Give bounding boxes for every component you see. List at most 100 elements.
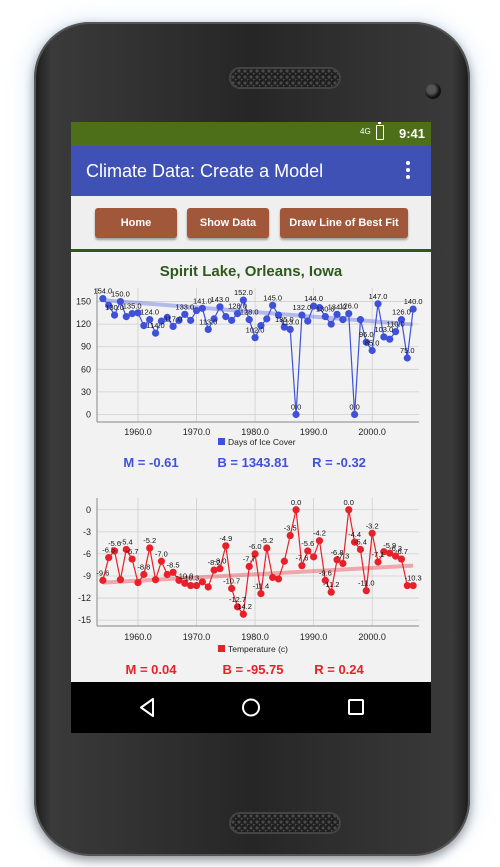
data-label: 124.0 xyxy=(140,308,159,317)
best-fit-button[interactable]: Draw Line of Best Fit xyxy=(280,208,408,238)
data-point xyxy=(163,570,171,579)
data-point xyxy=(110,311,119,319)
android-nav-bar xyxy=(71,682,431,733)
data-point xyxy=(274,311,283,319)
legend-label: Temperature (c) xyxy=(228,644,288,654)
data-point xyxy=(245,562,253,571)
data-label: 143.0 xyxy=(211,295,230,304)
data-label: 75.0 xyxy=(400,346,415,355)
data-label: 150.0 xyxy=(111,290,130,299)
data-label: 85.0 xyxy=(365,338,380,347)
chart-2: 0 -3 -6 -9 -12 -15 1960.0 1970.0 1980.0 1990.0 200… xyxy=(78,498,422,677)
data-point xyxy=(175,316,183,324)
data-point xyxy=(263,544,271,552)
data-label: -4.2 xyxy=(313,529,326,538)
data-point xyxy=(397,555,406,563)
data-point xyxy=(163,313,171,321)
data-label: -10.3 xyxy=(405,574,422,583)
data-label: -7.6 xyxy=(295,554,308,563)
x-tick-label: 2000.0 xyxy=(358,427,386,437)
data-point xyxy=(99,294,107,303)
data-label: -6.8 xyxy=(331,548,344,557)
data-label: -12.7 xyxy=(229,595,246,604)
data-label: 130.0 xyxy=(316,305,335,314)
data-point xyxy=(233,309,242,318)
y-tick-label: -12 xyxy=(78,593,91,603)
data-point xyxy=(251,550,259,558)
x-tick-label: 2000.0 xyxy=(358,632,386,642)
data-point xyxy=(403,354,411,362)
data-point xyxy=(239,296,247,304)
back-icon[interactable] xyxy=(140,698,154,717)
data-point xyxy=(321,576,329,584)
data-label: 152.0 xyxy=(234,288,253,297)
y-tick-label: -3 xyxy=(83,527,91,537)
legend-label: Days of Ice Cover xyxy=(228,437,296,447)
data-label: 114.0 xyxy=(146,321,164,330)
data-label: -6.3 xyxy=(389,544,402,553)
data-label: -9.6 xyxy=(319,568,332,577)
data-label: 113.0 xyxy=(281,317,299,326)
y-tick-label: -15 xyxy=(78,615,91,625)
overflow-menu-icon[interactable] xyxy=(404,161,412,181)
show-data-button[interactable]: Show Data xyxy=(187,208,269,238)
app-title: Climate Data: Create a Model xyxy=(86,161,324,181)
data-label: -8.8 xyxy=(137,563,150,572)
data-point xyxy=(228,584,236,593)
data-point xyxy=(204,583,212,591)
x-tick-label: 1980.0 xyxy=(241,632,269,642)
data-point xyxy=(222,542,230,550)
data-point xyxy=(368,346,376,355)
data-label: 132.0 xyxy=(293,303,312,312)
data-label: 140.0 xyxy=(404,297,423,306)
data-point xyxy=(210,566,218,574)
data-label: -10.3 xyxy=(182,574,199,583)
data-point xyxy=(157,557,165,565)
data-label: -8.2 xyxy=(208,558,221,567)
home-button[interactable]: Home xyxy=(95,208,177,238)
data-point xyxy=(140,570,148,579)
x-tick-label: 1990.0 xyxy=(300,632,328,642)
data-point xyxy=(298,562,306,570)
data-point xyxy=(298,311,306,319)
data-point xyxy=(187,581,195,590)
y-tick-label: -6 xyxy=(83,549,91,559)
home-icon[interactable] xyxy=(242,698,260,717)
data-point xyxy=(339,559,347,568)
data-point xyxy=(327,320,335,328)
intercept-stat: B = -95.75 xyxy=(222,662,283,677)
y-tick-label: -9 xyxy=(83,571,91,581)
data-point xyxy=(321,313,329,321)
data-point xyxy=(239,610,247,618)
correlation-stat: R = 0.24 xyxy=(314,662,364,677)
data-point xyxy=(386,335,394,343)
data-label: 0.0 xyxy=(291,402,301,411)
data-label: 113.0 xyxy=(199,317,217,326)
x-tick-label: 1970.0 xyxy=(183,632,211,642)
data-label: -8.5 xyxy=(167,560,180,569)
recents-icon[interactable] xyxy=(348,699,364,715)
battery-icon xyxy=(376,122,384,140)
data-label: -5.6 xyxy=(108,539,121,548)
data-label: -11.0 xyxy=(358,579,375,588)
data-point xyxy=(187,316,195,324)
data-point xyxy=(122,545,130,554)
data-point xyxy=(403,581,411,590)
data-point xyxy=(128,309,136,318)
app-bar: Climate Data: Create a Model xyxy=(71,146,431,196)
data-label: -5.4 xyxy=(354,537,367,546)
intercept-stat: B = 1343.81 xyxy=(217,455,288,470)
data-point xyxy=(210,315,218,323)
data-label: 102.0 xyxy=(246,326,265,335)
location-title: Spirit Lake, Orleans, Iowa xyxy=(160,263,343,280)
data-point xyxy=(228,316,236,324)
earpiece-speaker xyxy=(229,67,341,89)
data-point xyxy=(204,325,212,334)
nav-buttons xyxy=(140,698,364,717)
data-label: 110.0 xyxy=(386,320,404,329)
slope-stat: M = -0.61 xyxy=(123,455,178,470)
phone-screen: 4G 9:41 Climate Data: Create a Model Hom… xyxy=(71,122,431,733)
data-point xyxy=(263,315,271,323)
data-point xyxy=(391,328,400,336)
data-point xyxy=(292,506,300,514)
